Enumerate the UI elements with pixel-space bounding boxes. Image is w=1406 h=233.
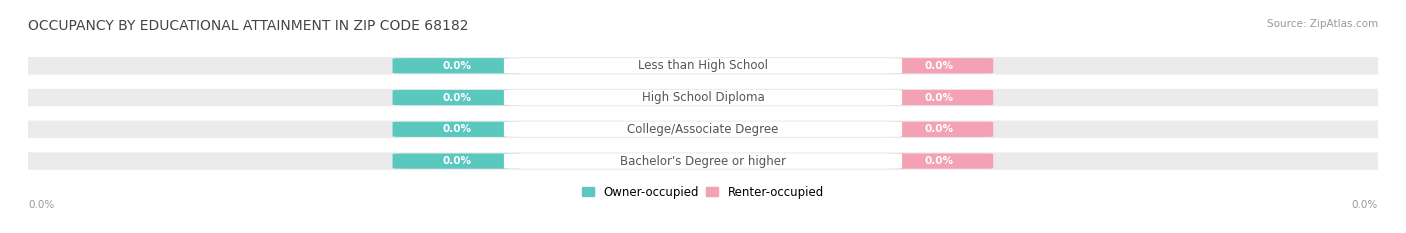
FancyBboxPatch shape (503, 90, 903, 105)
Text: High School Diploma: High School Diploma (641, 91, 765, 104)
FancyBboxPatch shape (392, 58, 520, 73)
FancyBboxPatch shape (886, 90, 993, 105)
FancyBboxPatch shape (18, 121, 1388, 138)
Text: 0.0%: 0.0% (441, 156, 471, 166)
FancyBboxPatch shape (886, 58, 993, 73)
FancyBboxPatch shape (18, 152, 1388, 170)
Text: Less than High School: Less than High School (638, 59, 768, 72)
FancyBboxPatch shape (503, 122, 903, 137)
FancyBboxPatch shape (503, 154, 903, 169)
Text: Source: ZipAtlas.com: Source: ZipAtlas.com (1267, 19, 1378, 29)
FancyBboxPatch shape (392, 90, 520, 105)
Text: 0.0%: 0.0% (925, 156, 953, 166)
FancyBboxPatch shape (886, 122, 993, 137)
Text: 0.0%: 0.0% (441, 124, 471, 134)
Text: 0.0%: 0.0% (28, 200, 55, 210)
FancyBboxPatch shape (18, 89, 1388, 106)
Legend: Owner-occupied, Renter-occupied: Owner-occupied, Renter-occupied (579, 183, 827, 201)
Text: 0.0%: 0.0% (1351, 200, 1378, 210)
Text: 0.0%: 0.0% (925, 61, 953, 71)
Text: Bachelor's Degree or higher: Bachelor's Degree or higher (620, 154, 786, 168)
Text: 0.0%: 0.0% (441, 61, 471, 71)
FancyBboxPatch shape (392, 122, 520, 137)
Text: 0.0%: 0.0% (925, 93, 953, 103)
FancyBboxPatch shape (18, 57, 1388, 75)
Text: 0.0%: 0.0% (441, 93, 471, 103)
Text: OCCUPANCY BY EDUCATIONAL ATTAINMENT IN ZIP CODE 68182: OCCUPANCY BY EDUCATIONAL ATTAINMENT IN Z… (28, 19, 468, 33)
FancyBboxPatch shape (503, 58, 903, 73)
Text: 0.0%: 0.0% (925, 124, 953, 134)
FancyBboxPatch shape (392, 154, 520, 169)
FancyBboxPatch shape (886, 154, 993, 169)
Text: College/Associate Degree: College/Associate Degree (627, 123, 779, 136)
